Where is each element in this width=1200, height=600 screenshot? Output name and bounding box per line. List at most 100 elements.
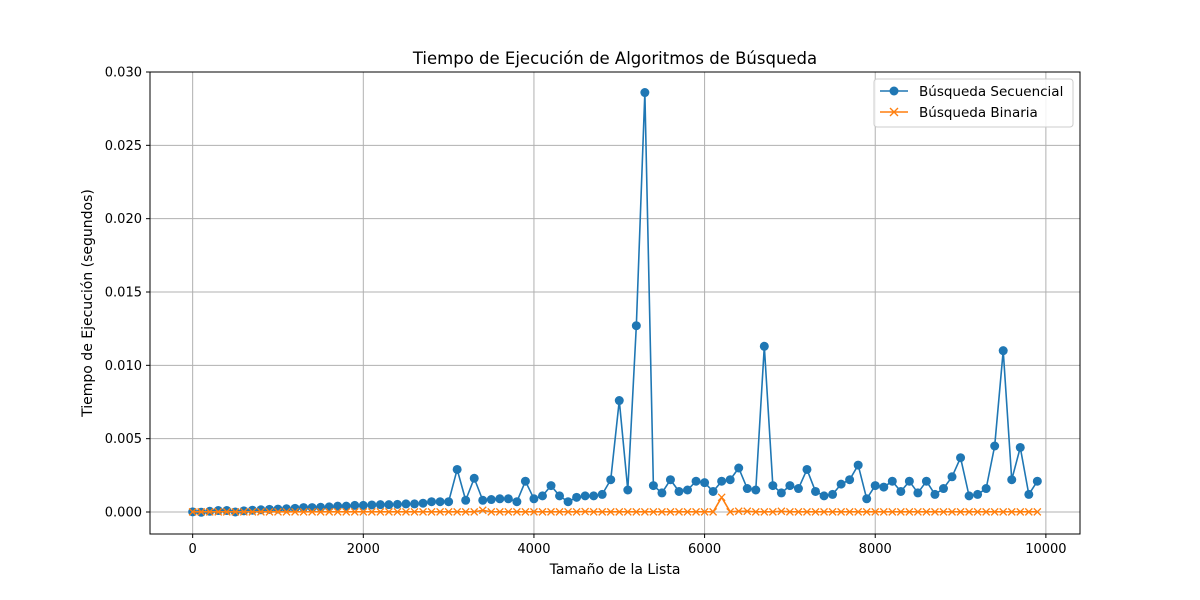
data-point-binaria [589, 507, 598, 516]
data-point-binaria [811, 507, 820, 516]
legend-marker-binaria [889, 107, 899, 117]
data-point-secuencial [341, 501, 351, 511]
data-point-secuencial [256, 505, 266, 515]
legend-label-secuencial: Búsqueda Secuencial [919, 84, 1063, 100]
data-point-secuencial [640, 88, 650, 98]
data-point-secuencial [529, 494, 539, 504]
data-point-secuencial [410, 499, 419, 509]
data-point-binaria [734, 507, 743, 516]
data-point-binaria [990, 507, 999, 516]
data-point-binaria [197, 507, 206, 516]
y-tick-label: 0.030 [105, 66, 142, 81]
data-point-binaria [803, 507, 811, 516]
data-point-secuencial [921, 476, 931, 486]
data-point-binaria [879, 507, 888, 516]
data-point-binaria [239, 507, 248, 516]
data-point-secuencial [367, 500, 377, 510]
data-point-binaria [299, 507, 308, 516]
data-point-secuencial [887, 476, 897, 486]
data-point-binaria [956, 507, 965, 516]
data-point-secuencial [358, 500, 368, 510]
data-point-binaria [367, 507, 376, 516]
data-point-binaria [717, 493, 726, 502]
data-point-binaria [1007, 507, 1016, 516]
data-point-binaria [640, 507, 649, 516]
data-point-binaria [632, 507, 641, 516]
data-point-secuencial [973, 489, 983, 499]
data-point-secuencial [580, 491, 590, 501]
data-point-binaria [905, 507, 914, 516]
data-point-secuencial [213, 506, 223, 516]
data-point-binaria [495, 507, 504, 516]
data-point-secuencial [742, 484, 752, 494]
data-point-secuencial [845, 475, 855, 485]
data-point-secuencial [956, 453, 966, 463]
data-point-binaria [188, 507, 197, 516]
data-point-binaria [316, 507, 325, 516]
data-point-secuencial [384, 500, 394, 510]
data-point-secuencial [665, 475, 675, 485]
data-point-secuencial [683, 485, 693, 495]
data-point-secuencial [1032, 476, 1042, 486]
data-point-binaria [1033, 507, 1042, 516]
data-point-secuencial [495, 494, 505, 504]
data-point-binaria [606, 507, 615, 516]
data-point-binaria [547, 507, 555, 516]
data-point-secuencial [828, 489, 838, 499]
data-point-secuencial [503, 494, 513, 504]
data-point-secuencial [537, 491, 547, 501]
data-point-binaria [1024, 507, 1033, 516]
data-point-binaria [538, 507, 547, 516]
data-point-binaria [939, 507, 948, 516]
data-point-binaria [205, 507, 214, 516]
data-point-secuencial [853, 460, 863, 470]
data-point-binaria [248, 507, 257, 516]
data-point-secuencial [631, 321, 641, 331]
data-point-secuencial [452, 464, 462, 474]
data-point-binaria [743, 507, 752, 516]
data-point-binaria [512, 507, 521, 516]
data-point-secuencial [691, 476, 701, 486]
data-point-binaria [393, 507, 402, 516]
data-point-secuencial [657, 488, 667, 498]
data-point-binaria [760, 507, 769, 516]
x-tick-label: 10000 [1025, 542, 1066, 557]
data-point-binaria [308, 507, 317, 516]
data-point-secuencial [375, 500, 385, 510]
data-point-secuencial [930, 489, 940, 499]
data-point-secuencial [793, 484, 803, 494]
data-point-secuencial [836, 479, 846, 489]
data-point-binaria [478, 506, 487, 515]
data-point-binaria [564, 507, 573, 516]
data-point-secuencial [350, 500, 360, 510]
data-point-binaria [922, 507, 931, 516]
data-point-binaria [1016, 507, 1025, 516]
data-point-secuencial [879, 482, 889, 492]
data-point-secuencial [324, 502, 334, 512]
data-point-secuencial [222, 506, 232, 516]
data-point-binaria [837, 507, 846, 516]
data-point-binaria [615, 507, 624, 516]
data-point-binaria [265, 507, 274, 516]
data-point-secuencial [819, 491, 829, 501]
data-point-secuencial [896, 486, 906, 496]
data-point-binaria [700, 507, 709, 516]
data-point-secuencial [333, 501, 343, 511]
data-point-secuencial [708, 486, 718, 496]
data-point-binaria [256, 507, 265, 516]
data-point-binaria [436, 507, 445, 516]
data-point-binaria [692, 507, 701, 516]
data-point-binaria [683, 507, 692, 516]
data-point-binaria [572, 507, 581, 516]
data-point-secuencial [734, 463, 744, 473]
data-point-binaria [214, 507, 223, 516]
y-tick-label: 0.025 [105, 139, 142, 154]
data-point-binaria [657, 507, 666, 516]
data-point-secuencial [239, 506, 249, 516]
data-point-binaria [274, 507, 282, 516]
data-point-secuencial [486, 495, 496, 505]
data-point-secuencial [1007, 475, 1017, 485]
y-tick-label: 0.000 [105, 506, 142, 521]
data-point-secuencial [290, 503, 300, 513]
y-tick-label: 0.015 [105, 286, 142, 301]
